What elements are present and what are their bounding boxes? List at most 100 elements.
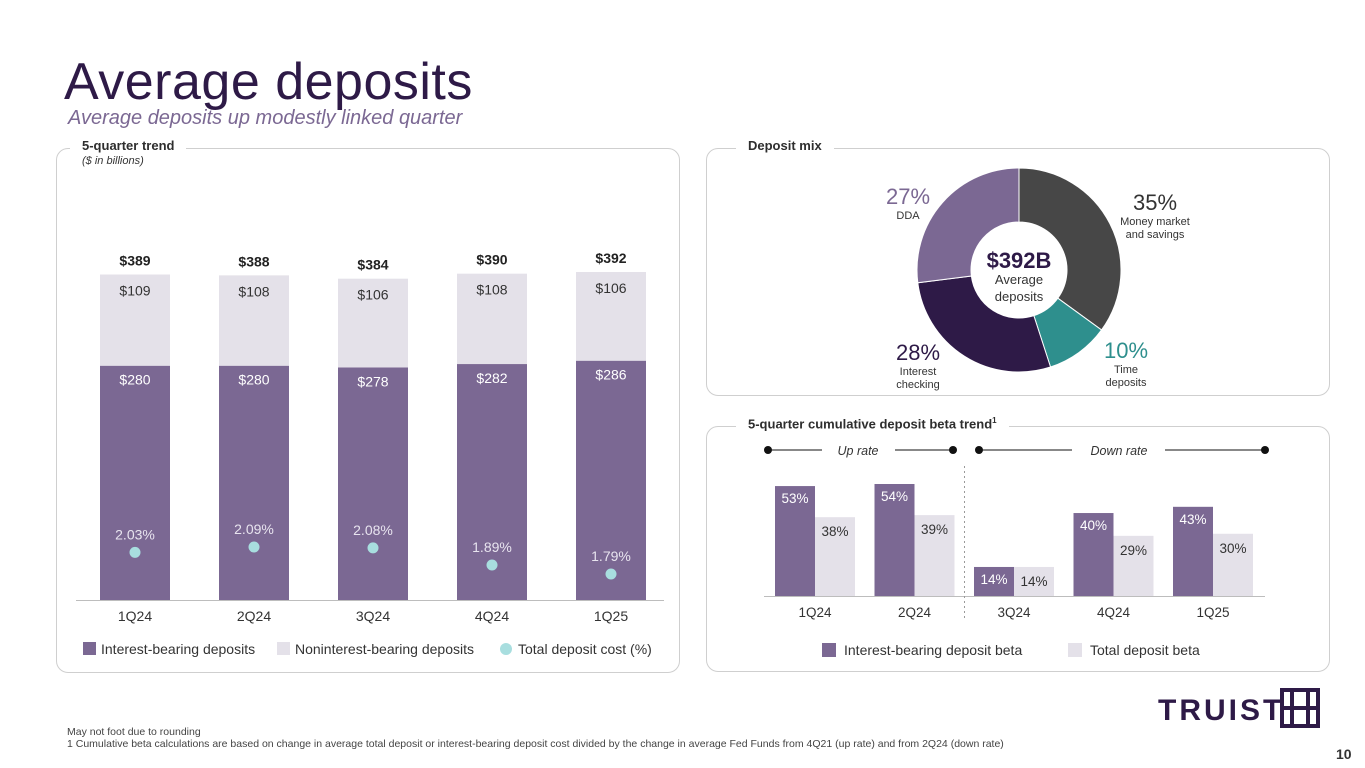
deposit-cost-label: 1.89% bbox=[472, 539, 512, 555]
deposit-cost-label: 2.03% bbox=[115, 526, 155, 542]
noninterest-bar bbox=[576, 272, 646, 361]
page-subtitle: Average deposits up modestly linked quar… bbox=[68, 107, 463, 129]
x-tick-label: 1Q24 bbox=[798, 605, 832, 620]
legend-label: Noninterest-bearing deposits bbox=[295, 641, 474, 657]
ib-beta-bar bbox=[1073, 513, 1114, 596]
total-beta-bar bbox=[1014, 566, 1054, 596]
slice-name-label: Interest bbox=[900, 366, 937, 378]
trend-units-label: ($ in billions) bbox=[82, 155, 144, 167]
legend-swatch bbox=[277, 642, 290, 655]
up-rate-end-dot bbox=[949, 446, 957, 454]
total-label: $388 bbox=[238, 253, 269, 269]
trend-panel-label: 5-quarter trend bbox=[70, 138, 187, 153]
x-tick-label: 1Q25 bbox=[594, 608, 628, 624]
interest-bearing-bar bbox=[100, 365, 170, 600]
deposit-cost-dot bbox=[248, 541, 260, 553]
total-label: $390 bbox=[476, 252, 507, 268]
total-beta-label: 29% bbox=[1120, 543, 1147, 558]
footnote-rounding: May not foot due to rounding bbox=[67, 726, 201, 738]
legend-label: Total deposit beta bbox=[1090, 642, 1200, 658]
legend-label: Total deposit cost (%) bbox=[518, 641, 652, 657]
x-tick-label: 1Q24 bbox=[118, 608, 152, 624]
deposit-cost-label: 2.08% bbox=[353, 522, 393, 538]
interest-bearing-label: $280 bbox=[238, 372, 269, 388]
noninterest-bar bbox=[219, 275, 289, 366]
deposit-cost-dot bbox=[367, 542, 379, 554]
interest-bearing-bar bbox=[576, 360, 646, 600]
x-tick-label: 1Q25 bbox=[1196, 605, 1229, 620]
x-tick-label: 3Q24 bbox=[997, 605, 1031, 620]
noninterest-label: $108 bbox=[476, 282, 507, 298]
up-rate-label: Up rate bbox=[838, 444, 879, 458]
beta-footnote-ref: 1 bbox=[992, 416, 997, 425]
ib-beta-label: 43% bbox=[1179, 512, 1206, 527]
donut-center-label: deposits bbox=[995, 289, 1044, 304]
x-tick-label: 4Q24 bbox=[475, 608, 509, 624]
total-beta-bar bbox=[1113, 535, 1154, 596]
footnote-beta: 1 Cumulative beta calculations are based… bbox=[67, 738, 1004, 750]
slice-name-label: Time bbox=[1114, 364, 1138, 376]
slice-name-label: deposits bbox=[1106, 377, 1147, 389]
ib-beta-bar bbox=[775, 486, 815, 596]
x-tick-label: 2Q24 bbox=[898, 605, 932, 620]
interest-bearing-label: $280 bbox=[119, 372, 150, 388]
legend-swatch bbox=[1068, 643, 1082, 657]
slice-pct-label: 27% bbox=[886, 184, 930, 209]
ib-beta-bar bbox=[1173, 506, 1213, 596]
legend-swatch bbox=[822, 643, 836, 657]
trend-panel bbox=[56, 148, 680, 673]
legend-swatch bbox=[83, 642, 96, 655]
deposit-cost-dot bbox=[605, 568, 617, 580]
x-tick-label: 2Q24 bbox=[237, 608, 271, 624]
deposit-cost-label: 1.79% bbox=[591, 548, 631, 564]
slice-pct-label: 35% bbox=[1133, 190, 1177, 215]
legend-label: Interest-bearing deposits bbox=[101, 641, 255, 657]
interest-bearing-label: $286 bbox=[595, 367, 626, 383]
ib-beta-label: 14% bbox=[980, 572, 1007, 587]
total-beta-bar bbox=[815, 517, 855, 596]
page-number: 10 bbox=[1336, 746, 1352, 762]
slice-pct-label: 28% bbox=[896, 340, 940, 365]
legend-label: Interest-bearing deposit beta bbox=[844, 642, 1022, 658]
ib-beta-label: 40% bbox=[1080, 518, 1107, 533]
deposit-cost-dot bbox=[486, 559, 498, 571]
logo-wordmark: TRUIST bbox=[1158, 694, 1284, 727]
slice-name-label: DDA bbox=[896, 210, 920, 222]
total-label: $384 bbox=[357, 257, 388, 273]
down-rate-label: Down rate bbox=[1091, 444, 1148, 458]
interest-bearing-bar bbox=[219, 365, 289, 600]
total-label: $389 bbox=[119, 253, 150, 269]
slice-name-label: Money market bbox=[1120, 216, 1190, 228]
ib-beta-label: 54% bbox=[881, 489, 908, 504]
noninterest-bar bbox=[457, 273, 527, 365]
truist-logo: TRUIST bbox=[1158, 688, 1320, 728]
total-beta-bar bbox=[914, 515, 955, 596]
page-title: Average deposits bbox=[64, 53, 473, 111]
total-beta-label: 38% bbox=[821, 524, 848, 539]
interest-bearing-label: $278 bbox=[357, 373, 388, 389]
donut-slice bbox=[917, 275, 1052, 373]
mix-panel bbox=[706, 148, 1330, 396]
interest-bearing-bar bbox=[338, 367, 408, 600]
donut-center-value: $392B bbox=[987, 248, 1052, 273]
logo-mark-icon bbox=[1280, 688, 1320, 728]
beta-panel-title: 5-quarter cumulative deposit beta trend bbox=[748, 416, 993, 432]
noninterest-label: $106 bbox=[357, 287, 388, 303]
total-beta-label: 14% bbox=[1020, 574, 1047, 589]
total-label: $392 bbox=[595, 250, 626, 266]
total-beta-label: 30% bbox=[1219, 541, 1246, 556]
beta-panel bbox=[706, 426, 1330, 672]
x-tick-label: 3Q24 bbox=[356, 608, 390, 624]
mix-panel-label: Deposit mix bbox=[736, 138, 834, 153]
down-rate-end-dot bbox=[1261, 446, 1269, 454]
ib-beta-bar bbox=[974, 566, 1014, 596]
donut-center-label: Average bbox=[995, 272, 1043, 287]
slice-pct-label: 10% bbox=[1104, 338, 1148, 363]
deposit-cost-label: 2.09% bbox=[234, 521, 274, 537]
ib-beta-bar bbox=[874, 484, 915, 596]
noninterest-bar bbox=[338, 278, 408, 368]
slice-name-label: and savings bbox=[1126, 229, 1185, 241]
interest-bearing-label: $282 bbox=[476, 370, 507, 386]
